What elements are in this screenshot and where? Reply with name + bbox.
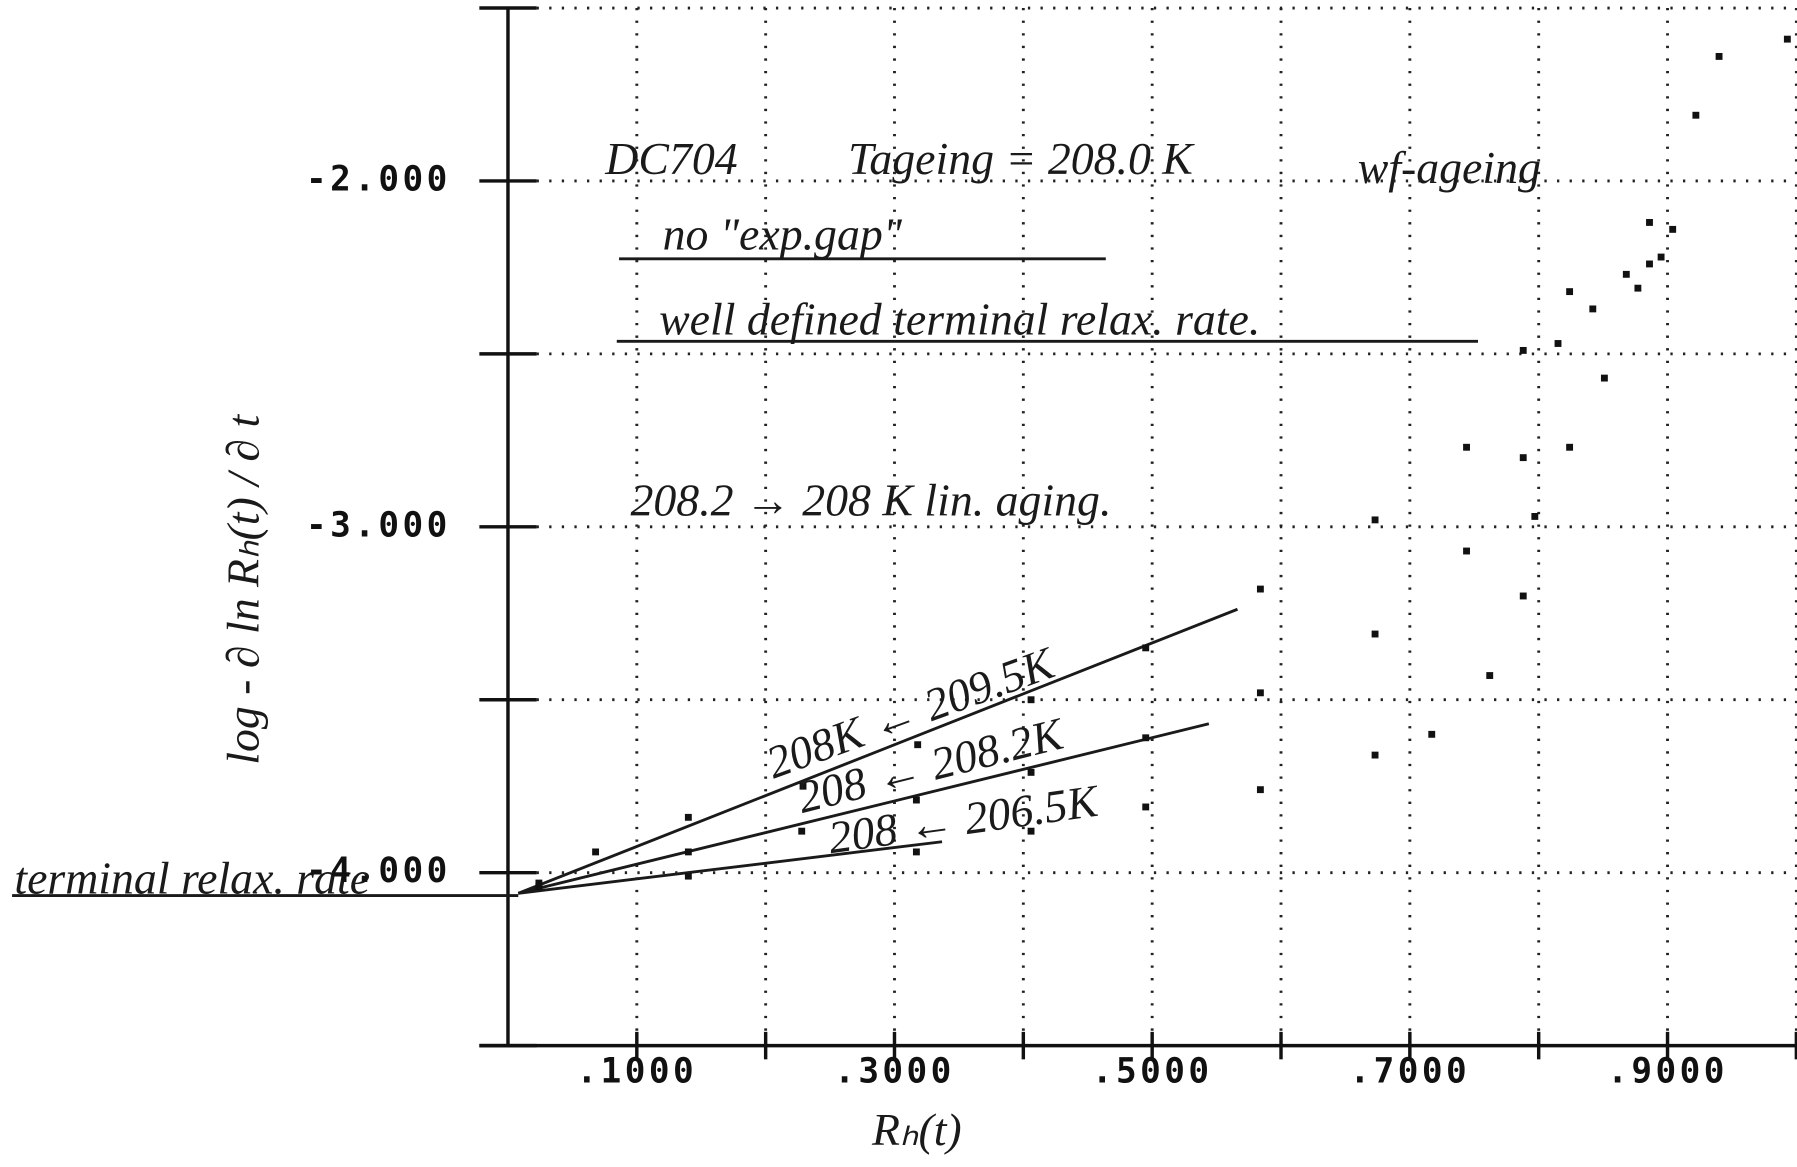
data-point (1657, 253, 1665, 261)
data-point (1371, 751, 1379, 759)
x-tick-label: .5000 (1092, 1052, 1213, 1092)
data-point (1486, 672, 1494, 679)
data-point (1519, 454, 1527, 462)
data-point (912, 796, 920, 804)
data-point (1600, 374, 1608, 382)
annotation: DC704 (604, 133, 737, 184)
data-point (1371, 630, 1379, 638)
x-tick-label: .9000 (1607, 1052, 1728, 1092)
data-point (1566, 288, 1574, 296)
data-point (1142, 803, 1150, 811)
data-point (1256, 585, 1264, 593)
data-point (1554, 340, 1562, 347)
data-point (912, 848, 920, 856)
data-point (1669, 225, 1677, 233)
data-point (1463, 443, 1470, 451)
x-axis-label: Rₕ(t) (871, 1104, 962, 1155)
data-point (535, 883, 543, 890)
annotation: 208.2 → 208 K lin. aging. (631, 474, 1112, 525)
annotation: wf-ageing (1358, 142, 1541, 193)
data-point (1589, 305, 1597, 313)
data-point (684, 848, 692, 856)
data-point (1646, 219, 1653, 226)
data-point (1027, 696, 1035, 704)
data-point (1142, 644, 1150, 652)
data-point (1027, 827, 1035, 835)
data-point (1519, 592, 1527, 600)
data-point (1027, 768, 1035, 776)
data-point (1783, 35, 1791, 43)
annotation: no "exp.gap" (663, 209, 903, 260)
y-tick-label: -3.000 (306, 505, 451, 545)
data-point (914, 741, 922, 749)
data-point (1428, 730, 1436, 738)
x-tick-label: .1000 (577, 1052, 698, 1092)
data-point (1256, 786, 1264, 794)
y-axis-label: log - ∂ ln Rₕ(t) / ∂ t (217, 414, 268, 765)
data-point (1715, 53, 1723, 60)
data-point (798, 827, 806, 835)
data-point (1692, 111, 1700, 119)
data-point (1634, 284, 1642, 292)
fit-line (517, 722, 1210, 895)
data-point (592, 848, 600, 856)
data-point (1463, 547, 1470, 555)
fit-line (517, 607, 1239, 895)
y-tick-label: -2.000 (306, 159, 451, 199)
data-point (1531, 512, 1539, 520)
x-tick-label: .3000 (834, 1052, 955, 1092)
data-point (1646, 260, 1653, 268)
data-point (1142, 734, 1150, 742)
data-point (1622, 270, 1630, 278)
x-tick-label: .7000 (1350, 1052, 1471, 1092)
fit-line (518, 840, 943, 895)
annotation: well defined terminal relax. rate. (659, 293, 1260, 344)
data-point (1371, 516, 1379, 524)
data-point (799, 782, 807, 790)
annotation: terminal relax. rate (14, 852, 370, 903)
data-point (684, 813, 692, 821)
data-point (1256, 689, 1264, 697)
data-point (535, 879, 543, 887)
annotation: Tageing = 208.0 K (848, 133, 1195, 184)
y-tick-label: -4.000 (306, 851, 451, 891)
data-point (684, 872, 692, 880)
data-point (1519, 346, 1527, 354)
data-point (1566, 443, 1574, 451)
